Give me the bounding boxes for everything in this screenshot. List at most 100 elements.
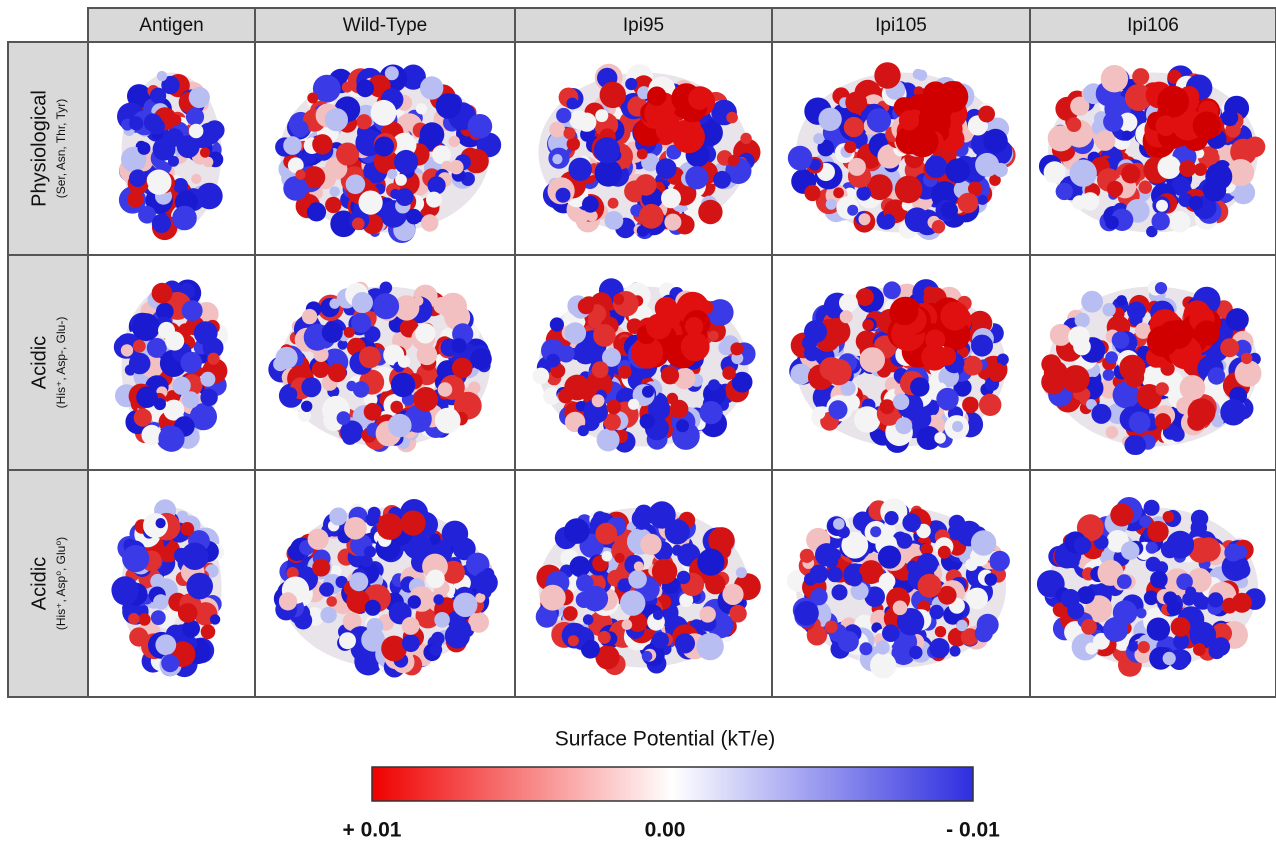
acidic-patch	[1157, 86, 1189, 118]
surface-patch	[728, 155, 739, 166]
surface-patch	[453, 593, 477, 617]
surface-patch	[628, 399, 639, 410]
surface-patch	[434, 612, 450, 628]
surface-patch	[342, 82, 353, 93]
surface-patch	[398, 355, 410, 367]
surface-patch	[637, 149, 648, 160]
surface-patch	[201, 625, 216, 640]
surface-patch	[696, 633, 723, 660]
page: {"header": {"columns": ["Antigen", "Wild…	[0, 0, 1276, 842]
surface-patch	[1136, 608, 1146, 618]
surface-patch	[1121, 541, 1140, 560]
surface-patch	[1171, 617, 1191, 637]
surface-patch	[984, 573, 997, 586]
surface-patch	[152, 214, 171, 233]
surface-patch	[1116, 295, 1127, 306]
surface-patch	[1128, 641, 1138, 651]
surface-patch	[652, 632, 669, 649]
surface-patch	[597, 428, 620, 451]
surface-patch	[283, 136, 302, 155]
surface-patch	[1127, 302, 1146, 321]
surface-patch	[1150, 571, 1168, 589]
surface-patch	[356, 114, 371, 129]
surface-patch	[1105, 351, 1118, 364]
surface-patch	[958, 193, 979, 214]
surface-patch	[1245, 137, 1266, 158]
surface-patch	[726, 112, 738, 124]
surface-patch	[878, 546, 901, 569]
surface-patch	[178, 603, 198, 623]
surface-patch	[1194, 163, 1207, 176]
surface-patch	[1152, 212, 1170, 230]
surface-patch	[180, 522, 194, 536]
surface-patch	[676, 419, 689, 432]
column-header: Wild-Type	[343, 15, 427, 36]
surface-patch	[935, 626, 946, 637]
surface-patch	[1138, 641, 1150, 653]
surface-patch	[165, 331, 184, 350]
surface-patch	[567, 98, 579, 110]
surface-patch	[708, 331, 718, 341]
surface-patch	[1169, 211, 1191, 233]
surface-patch	[700, 606, 716, 622]
surface-patch	[1182, 592, 1196, 606]
surface-patch	[912, 410, 931, 429]
surface-patch	[180, 352, 202, 374]
surface-patch	[182, 391, 199, 408]
surface-patch	[856, 186, 871, 201]
surface-patch	[1179, 160, 1196, 177]
surface-patch	[713, 171, 731, 189]
colorbar-label: - 0.01	[946, 819, 1000, 842]
surface-patch	[182, 300, 203, 321]
surface-patch	[1101, 550, 1113, 562]
surface-patch	[122, 545, 149, 572]
surface-patch	[950, 646, 961, 657]
surface-patch	[129, 116, 143, 130]
surface-patch	[435, 408, 461, 434]
surface-patch	[1085, 643, 1097, 655]
surface-patch	[1147, 521, 1168, 542]
surface-patch	[352, 292, 373, 313]
surface-patch	[1062, 371, 1078, 387]
surface-patch	[1107, 181, 1123, 197]
surface-patch	[302, 309, 317, 324]
acidic-patch	[907, 125, 939, 157]
surface-patch	[414, 387, 438, 411]
surface-patch	[1044, 161, 1066, 183]
acidic-patch	[1193, 112, 1221, 140]
surface-patch	[916, 70, 927, 81]
surface-patch	[151, 610, 166, 625]
surface-patch	[1144, 500, 1160, 516]
surface-patch	[132, 313, 160, 341]
surface-patch	[1193, 643, 1206, 656]
surface-patch	[895, 176, 923, 204]
surface-patch	[1091, 404, 1111, 424]
surface-patch	[326, 596, 337, 607]
column-header: Ipi105	[875, 15, 927, 36]
surface-patch	[813, 407, 826, 420]
surface-patch	[971, 335, 993, 357]
surface-patch	[1180, 375, 1206, 401]
surface-patch	[810, 565, 829, 584]
surface-patch	[329, 508, 347, 526]
row-title: Acidic	[28, 557, 50, 610]
surface-patch	[433, 594, 444, 605]
surface-patch	[879, 573, 896, 590]
surface-patch	[349, 572, 368, 591]
surface-patch	[918, 574, 942, 598]
surface-patch	[564, 127, 576, 139]
surface-patch	[648, 501, 675, 528]
surface-patch	[1156, 200, 1168, 212]
surface-patch	[182, 620, 200, 638]
surface-patch	[283, 176, 308, 201]
colorbar	[372, 767, 973, 801]
surface-patch	[640, 534, 661, 555]
surface-patch	[436, 93, 462, 119]
surface-patch	[549, 122, 565, 138]
surface-patch	[675, 633, 695, 653]
surface-patch	[882, 214, 895, 227]
surface-patch	[1221, 109, 1238, 126]
surface-patch	[359, 346, 381, 368]
acidic-patch	[685, 317, 704, 336]
surface-patch	[893, 394, 909, 410]
